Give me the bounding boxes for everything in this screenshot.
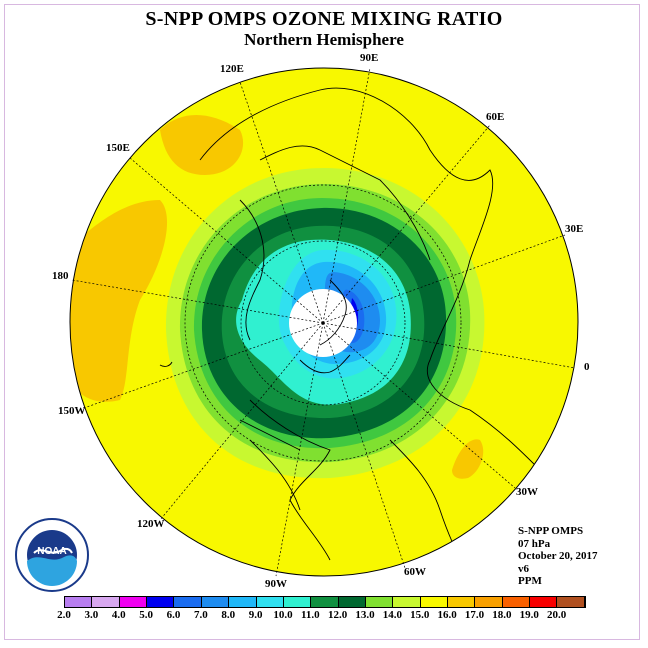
lon-label-120w: 120W <box>137 518 165 530</box>
colorbar-tick-label: 6.0 <box>166 609 181 621</box>
colorbar-swatch <box>147 597 175 607</box>
colorbar-ticks: 2.0 3.0 4.0 5.0 6.0 7.0 8.0 9.0 10.0 11.0 12.0 13.0… <box>0 609 648 623</box>
colorbar-tick-label: 8.0 <box>221 609 236 621</box>
colorbar-swatch <box>557 597 585 607</box>
colorbar-swatch <box>338 597 366 607</box>
map-title: S-NPP OMPS OZONE MIXING RATIO <box>145 8 503 30</box>
colorbar-swatch <box>393 597 421 607</box>
colorbar-tick-label: 15.0 <box>410 609 430 621</box>
colorbar-tick-label: 19.0 <box>519 609 539 621</box>
colorbar-tick-label: 10.0 <box>273 609 293 621</box>
colorbar-swatch <box>174 597 202 607</box>
colorbar-swatch <box>365 597 394 607</box>
noaa-logo-icon: NOAA <box>15 518 89 592</box>
info-instrument: S-NPP OMPS <box>518 525 584 537</box>
colorbar-swatch <box>420 597 449 607</box>
lon-label-60w: 60W <box>404 566 426 578</box>
colorbar-swatch <box>65 597 93 607</box>
lon-label-90e: 90E <box>360 52 379 64</box>
colorbar <box>64 596 586 608</box>
info-units: PPM <box>518 575 542 587</box>
colorbar-swatch <box>92 597 120 607</box>
colorbar-swatch <box>448 597 476 607</box>
lon-label-90w: 90W <box>265 578 287 590</box>
colorbar-tick-label: 17.0 <box>464 609 485 621</box>
info-date: October 20, 2017 <box>518 550 598 562</box>
colorbar-tick-label: 2.0 <box>57 609 71 621</box>
colorbar-tick-label: 7.0 <box>193 609 208 621</box>
colorbar-swatch <box>229 597 257 607</box>
colorbar-tick-label: 16.0 <box>437 609 457 621</box>
map-subtitle: Northern Hemisphere <box>244 30 404 49</box>
map-frame <box>4 4 640 640</box>
ozone-field <box>70 68 578 576</box>
colorbar-swatch <box>119 597 148 607</box>
colorbar-tick-label: 4.0 <box>111 609 126 621</box>
noaa-logo-text: NOAA <box>37 546 66 557</box>
info-level: 07 hPa <box>518 537 551 550</box>
lon-label-120e: 120E <box>220 63 244 75</box>
colorbar-tick-label: 14.0 <box>382 609 403 621</box>
colorbar-swatch <box>201 597 230 607</box>
colorbar-tick-label: 11.0 <box>300 609 320 621</box>
lon-label-30w: 30W <box>516 486 538 498</box>
map-boundary <box>69 67 579 577</box>
colorbar-tick-label: 3.0 <box>84 609 99 621</box>
lon-label-180: 180 <box>52 270 69 282</box>
info-block: S-NPP OMPS 07 hPa October 20, 2017 v6 PP… <box>518 525 598 588</box>
colorbar-tick-label: 20.0 <box>547 609 567 621</box>
graticule <box>71 67 576 577</box>
colorbar-swatch <box>475 597 503 607</box>
colorbar-swatch <box>256 597 284 607</box>
lon-label-60e: 60E <box>486 111 505 123</box>
lon-label-0: 0 <box>584 361 590 373</box>
colorbar-tick-label: 9.0 <box>248 609 263 621</box>
colorbar-tick-label: 5.0 <box>139 609 153 621</box>
lon-label-150w: 150W <box>58 405 86 417</box>
colorbar-swatch <box>311 597 339 607</box>
colorbar-tick-label: 18.0 <box>492 609 512 621</box>
lon-label-30e: 30E <box>565 223 584 235</box>
colorbar-tick-label: 13.0 <box>355 609 375 621</box>
colorbar-tick-label: 12.0 <box>328 609 348 621</box>
colorbar-swatch <box>283 597 312 607</box>
colorbar-swatch <box>502 597 531 607</box>
lon-label-150e: 150E <box>106 142 130 154</box>
info-version: v6 <box>518 562 529 575</box>
colorbar-swatch <box>530 597 558 607</box>
